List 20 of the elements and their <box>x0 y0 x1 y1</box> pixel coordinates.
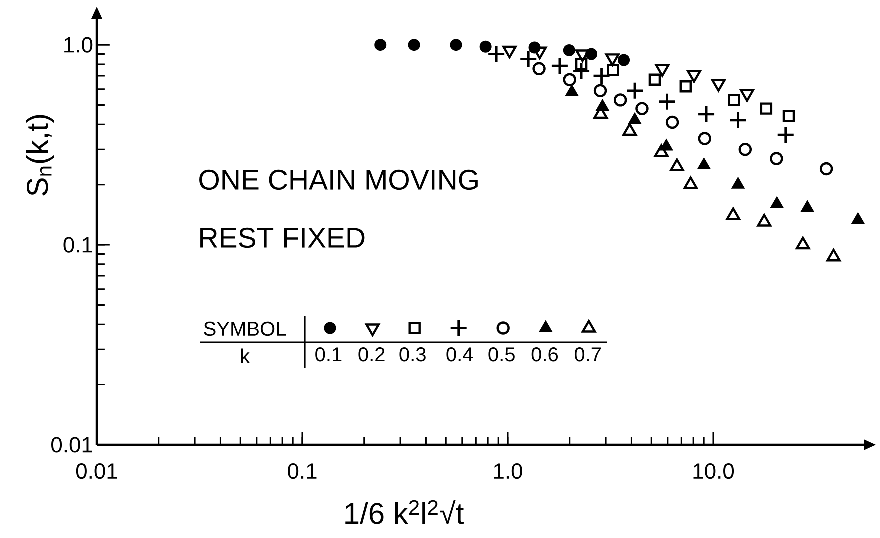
legend-label: 0.7 <box>574 348 601 362</box>
legend-label: 0.5 <box>488 348 515 362</box>
legend-title: k <box>241 348 250 364</box>
y-tick-label: 1.0 <box>64 37 93 53</box>
legend-label: 0.3 <box>400 348 426 362</box>
x-tick-label: 0.01 <box>76 464 118 480</box>
x-tick-label: 0.1 <box>288 464 317 480</box>
legend-label: 0.4 <box>446 348 474 362</box>
annotation: SYMBOL <box>204 322 286 336</box>
y-tick-label: 0.01 <box>52 437 92 453</box>
legend-label: 0.2 <box>358 348 385 362</box>
annotation: ONE CHAIN MOVING <box>200 170 478 190</box>
y-tick-label: 0.1 <box>64 237 92 253</box>
legend-label: 0.1 <box>316 348 342 362</box>
x-tick-label: 1.0 <box>494 464 522 480</box>
legend-label: 0.6 <box>532 348 558 362</box>
x-axis-title: 1/6 k$^{2}$l$^{2}$√t <box>346 500 464 524</box>
annotation: REST FIXED <box>200 228 365 248</box>
y-axis-title: S$_{n}$(k,t) <box>26 115 54 196</box>
x-tick-label: 10.0 <box>694 464 734 480</box>
